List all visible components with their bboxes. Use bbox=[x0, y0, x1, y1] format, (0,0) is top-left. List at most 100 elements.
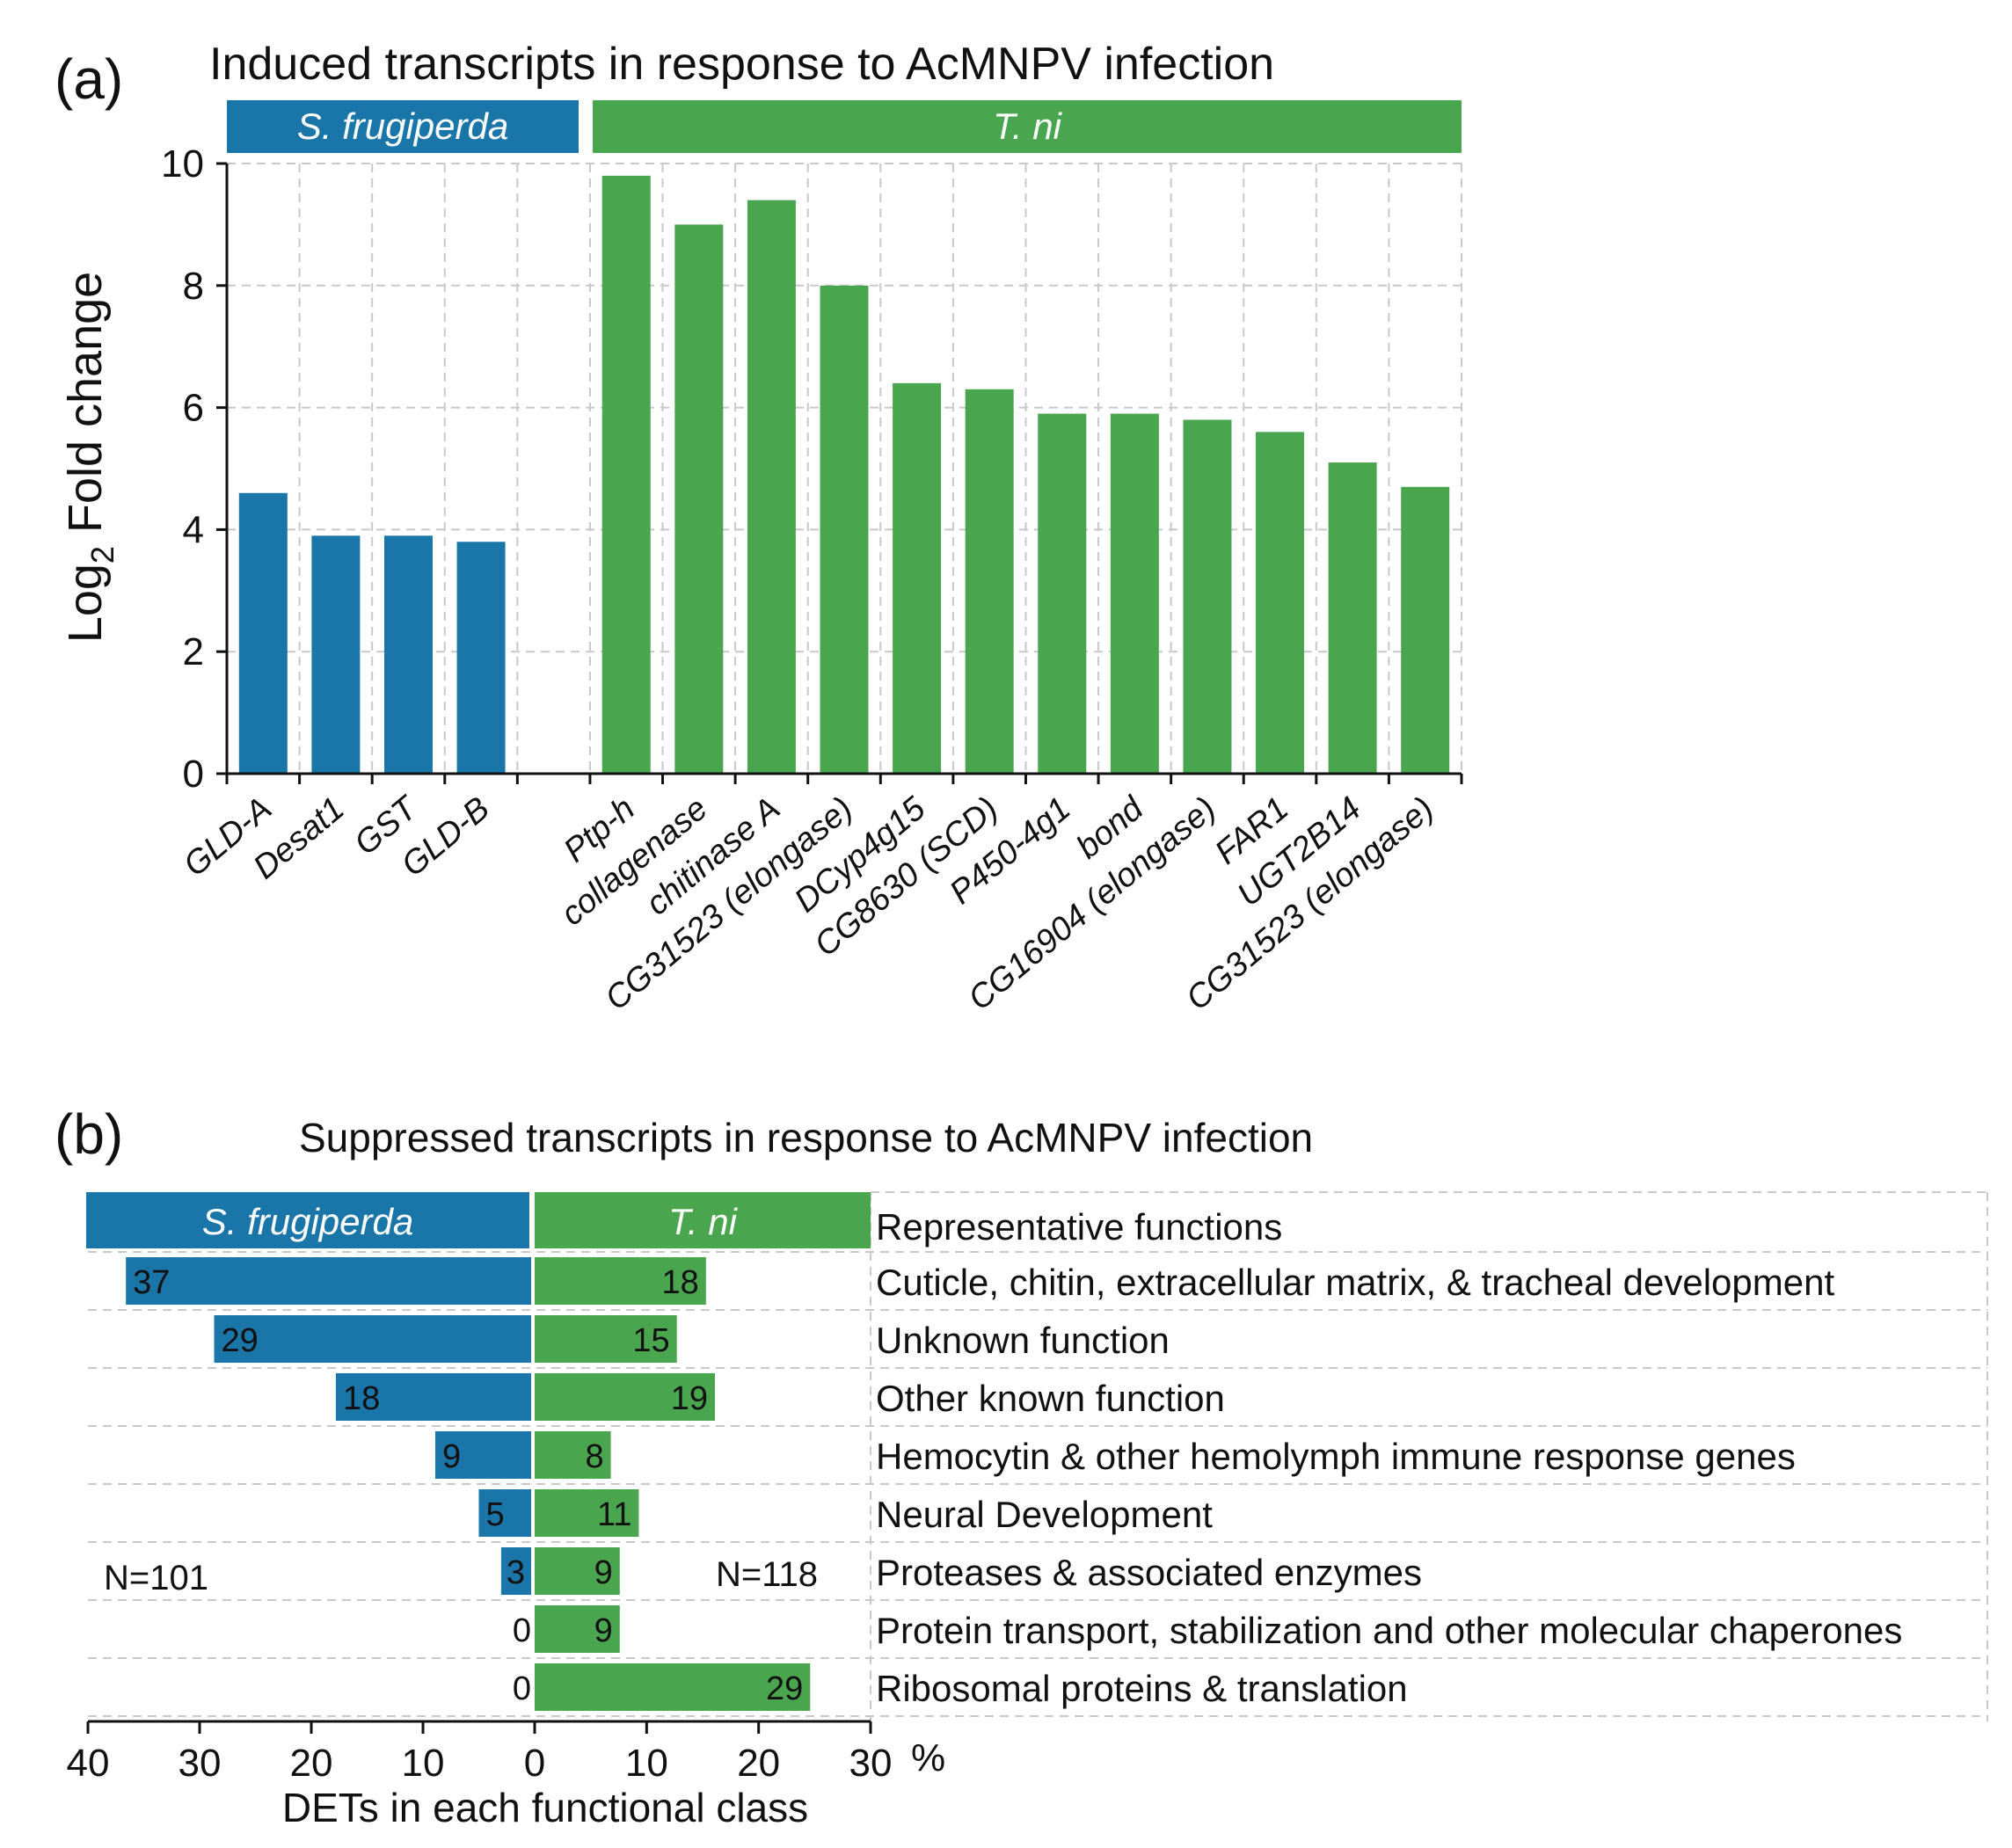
right-bar bbox=[535, 1315, 677, 1363]
bar bbox=[747, 200, 796, 774]
left-count-label: 18 bbox=[343, 1380, 380, 1417]
bar bbox=[383, 535, 433, 774]
left-bar bbox=[500, 1547, 535, 1595]
right-count-label: 15 bbox=[632, 1322, 669, 1359]
x-tick-label: 30 bbox=[179, 1742, 222, 1785]
panel-b-count-labels: 37 18 29 15 18 19 9 8 5 11 3 9 0 9 0 29 bbox=[133, 1264, 803, 1707]
right-count-label: 29 bbox=[766, 1670, 803, 1707]
y-tick-label: 6 bbox=[183, 387, 204, 430]
y-tick-label: 8 bbox=[183, 265, 204, 308]
panel-a-label: (a) bbox=[55, 47, 123, 111]
left-bar bbox=[434, 1431, 535, 1479]
left-count-label: 37 bbox=[133, 1264, 170, 1301]
x-axis-unit-label: % bbox=[911, 1736, 945, 1779]
species-header-bar bbox=[227, 100, 579, 153]
y-tick-label: 10 bbox=[161, 142, 204, 186]
left-count-label: 0 bbox=[513, 1670, 531, 1707]
panel-b-x-tick-labels: 40 30 20 10 0 10 20 30 bbox=[67, 1742, 893, 1785]
panel-b-species-headers: S. frugiperda T. ni Representative functio… bbox=[86, 1192, 1282, 1248]
bar bbox=[674, 224, 724, 774]
panel-b-title: Suppressed transcripts in response to Ac… bbox=[299, 1115, 1313, 1160]
function-category-label: Proteases & associated enzymes bbox=[876, 1552, 1422, 1593]
right-count-label: 18 bbox=[662, 1264, 699, 1301]
x-tick-label: 0 bbox=[524, 1742, 545, 1785]
right-count-label: 11 bbox=[597, 1496, 631, 1533]
panel-b-suppressed-chart: (b) Suppressed transcripts in response t… bbox=[55, 1102, 1988, 1830]
panel-b-function-labels: Cuticle, chitin, extracellular matrix, &… bbox=[876, 1262, 1902, 1709]
left-species-header bbox=[86, 1192, 529, 1248]
panel-a-bars bbox=[238, 175, 1450, 774]
bar bbox=[311, 535, 361, 774]
function-category-label: Ribosomal proteins & translation bbox=[876, 1668, 1408, 1709]
species-header-label: S. frugiperda bbox=[297, 105, 508, 147]
right-bar bbox=[535, 1257, 706, 1305]
panel-b-bars bbox=[126, 1257, 811, 1711]
panel-a-species-headers: S. frugiperda T. ni bbox=[227, 100, 1462, 153]
y-tick-label: 0 bbox=[183, 753, 204, 796]
function-category-label: Neural Development bbox=[876, 1494, 1213, 1535]
bar bbox=[1328, 462, 1377, 774]
right-species-header bbox=[535, 1192, 871, 1248]
panel-b-x-axis-label: DETs in each functional class bbox=[282, 1785, 808, 1830]
right-count-label: 19 bbox=[671, 1380, 708, 1417]
left-total-label: N=101 bbox=[104, 1559, 208, 1597]
right-count-label: 9 bbox=[594, 1554, 613, 1591]
right-species-header-label: T. ni bbox=[668, 1201, 738, 1242]
x-tick-label: 10 bbox=[625, 1742, 668, 1785]
panel-b-axes bbox=[86, 1192, 872, 1734]
function-category-label: Protein transport, stabilization and oth… bbox=[876, 1610, 1902, 1651]
left-bar bbox=[335, 1373, 535, 1421]
bar bbox=[1183, 419, 1232, 774]
left-bar bbox=[478, 1489, 535, 1537]
x-tick-label: 10 bbox=[402, 1742, 445, 1785]
left-count-label: 3 bbox=[507, 1554, 525, 1591]
function-category-label: Cuticle, chitin, extracellular matrix, &… bbox=[876, 1262, 1834, 1303]
bar bbox=[601, 175, 651, 774]
bar bbox=[238, 492, 288, 774]
left-count-label: 29 bbox=[222, 1322, 259, 1359]
x-tick-label: 30 bbox=[849, 1742, 893, 1785]
panel-a-induced-chart: (a) Induced transcripts in response to A… bbox=[55, 39, 1463, 1018]
right-bar bbox=[535, 1373, 716, 1421]
x-tick-label: 20 bbox=[737, 1742, 780, 1785]
bar bbox=[893, 382, 942, 774]
bar bbox=[965, 389, 1014, 774]
panel-b-label: (b) bbox=[55, 1102, 123, 1166]
left-count-label: 0 bbox=[513, 1612, 531, 1649]
y-label-log: Log bbox=[59, 564, 112, 643]
panel-a-y-axis-label: Log2 Fold change bbox=[59, 272, 120, 643]
bar bbox=[1401, 486, 1450, 774]
right-bar bbox=[535, 1489, 639, 1537]
panel-b-gridlines bbox=[88, 1191, 1988, 1721]
right-bar bbox=[535, 1547, 620, 1595]
left-bar bbox=[126, 1257, 535, 1305]
right-bar bbox=[535, 1605, 620, 1653]
y-tick-label: 4 bbox=[183, 508, 204, 551]
left-species-header-label: S. frugiperda bbox=[202, 1201, 413, 1242]
function-category-label: Hemocytin & other hemolymph immune respo… bbox=[876, 1436, 1796, 1477]
y-tick-label: 2 bbox=[183, 630, 204, 673]
right-bar bbox=[535, 1663, 811, 1711]
left-count-label: 5 bbox=[486, 1496, 505, 1533]
function-category-label: Unknown function bbox=[876, 1320, 1170, 1361]
left-count-label: 9 bbox=[442, 1438, 461, 1475]
bar bbox=[1110, 413, 1159, 774]
bar bbox=[1038, 413, 1087, 774]
x-tick-label: 20 bbox=[290, 1742, 333, 1785]
panel-a-axes bbox=[216, 162, 1463, 784]
panel-a-title: Induced transcripts in response to AcMNP… bbox=[209, 39, 1274, 90]
y-label-subscript: 2 bbox=[84, 546, 120, 564]
y-label-rest: Fold change bbox=[59, 272, 112, 546]
species-header-bar bbox=[593, 100, 1462, 153]
right-total-label: N=118 bbox=[716, 1555, 818, 1594]
functions-header-label: Representative functions bbox=[876, 1206, 1282, 1248]
species-header-label: T. ni bbox=[993, 105, 1062, 147]
right-count-label: 8 bbox=[585, 1438, 603, 1475]
bar bbox=[820, 285, 869, 774]
right-count-label: 9 bbox=[594, 1612, 613, 1649]
left-bar bbox=[214, 1315, 535, 1363]
bar bbox=[1256, 432, 1305, 774]
right-bar bbox=[535, 1431, 611, 1479]
